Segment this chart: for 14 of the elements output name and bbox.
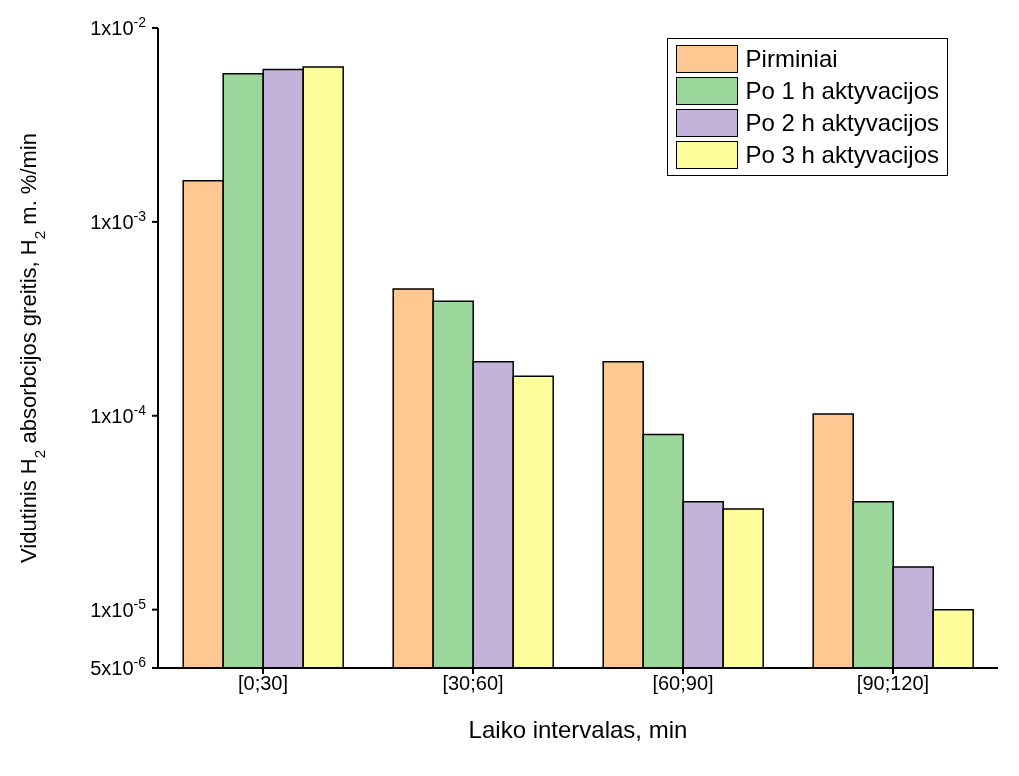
legend-label: Po 3 h aktyvacijos xyxy=(745,140,939,170)
legend-label: Pirminiai xyxy=(745,44,838,74)
x-axis-title: Laiko intervalas, min xyxy=(468,716,688,743)
x-tick-label: [90;120] xyxy=(856,672,930,695)
x-tick-label: [30;60] xyxy=(442,672,504,695)
y-tick-label: 1x10$^{-3}$ xyxy=(90,207,147,233)
y-tick-label: 1x10$^{-2}$ xyxy=(90,14,147,39)
y-tick-label: 5x10$^{-6}$ xyxy=(90,654,147,679)
x-tick-label: [0;30] xyxy=(237,672,289,695)
y-tick-label: 1x10$^{-5}$ xyxy=(90,595,147,621)
x-tick-label: [60;90] xyxy=(652,672,714,695)
legend-label: Po 2 h aktyvacijos xyxy=(745,108,939,138)
y-tick-label: 1x10$^{-4}$ xyxy=(90,401,147,427)
legend-label: Po 1 h aktyvacijos xyxy=(745,76,939,106)
